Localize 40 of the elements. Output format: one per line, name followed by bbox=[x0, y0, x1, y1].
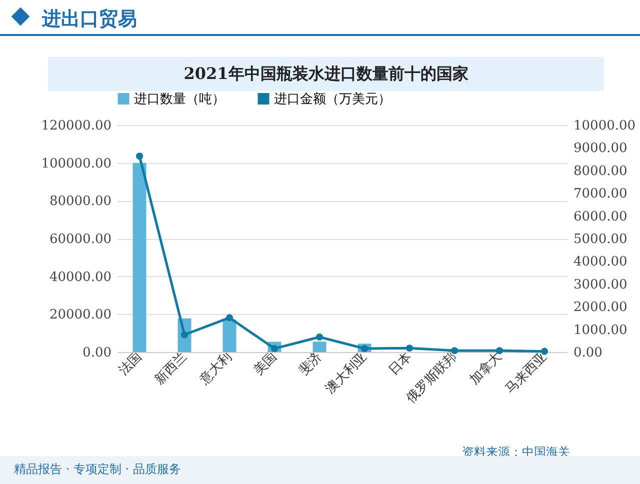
chart-title: 2021年中国瓶装水进口数量前十的国家 bbox=[48, 57, 604, 91]
x-tick-label: 美国 bbox=[250, 348, 280, 379]
point bbox=[406, 344, 414, 352]
y-tick-label: 0.00 bbox=[82, 346, 112, 360]
point bbox=[226, 314, 234, 322]
y2-tick-label: 9000.00 bbox=[574, 141, 628, 156]
y2-tick-label: 2000.00 bbox=[574, 300, 628, 316]
point bbox=[316, 333, 324, 341]
text: 进出口贸易 bbox=[42, 7, 137, 32]
bar bbox=[312, 342, 326, 352]
y-tick-label: 120000.00 bbox=[41, 118, 112, 134]
y2-tick-label: 10000.00 bbox=[574, 118, 636, 134]
x-tick-label: 加拿大 bbox=[466, 350, 506, 388]
y2-tick-label: 1000.00 bbox=[574, 322, 628, 338]
x-tick-label: 马来西亚 bbox=[502, 350, 550, 397]
y-tick-label: 20000.00 bbox=[49, 308, 112, 323]
x-tick-label: 斐济 bbox=[296, 350, 326, 379]
legend-label: 进口数量（吨） bbox=[134, 92, 225, 107]
y2-tick-label: 3000.00 bbox=[574, 277, 628, 292]
bar bbox=[222, 319, 236, 352]
y2-tick-label: 0.00 bbox=[574, 346, 602, 360]
y2-tick-label: 7000.00 bbox=[574, 186, 628, 202]
x-tick-label: 意大利 bbox=[196, 350, 236, 388]
y-tick-label: 60000.00 bbox=[49, 232, 112, 247]
y2-tick-label: 4000.00 bbox=[574, 254, 628, 270]
y2-tick-label: 6000.00 bbox=[574, 209, 628, 224]
bar bbox=[132, 162, 146, 352]
legend-label: 进口金额（万美元） bbox=[274, 90, 391, 107]
y-tick-label: 100000.00 bbox=[41, 156, 112, 172]
point bbox=[180, 331, 188, 338]
y2-tick-label: 5000.00 bbox=[574, 232, 628, 247]
x-tick-label: 日本 bbox=[386, 350, 416, 379]
x-tick-label: 澳大利亚 bbox=[322, 350, 370, 397]
y-tick-label: 80000.00 bbox=[49, 194, 112, 210]
x-tick-label: 新西兰 bbox=[152, 350, 190, 388]
text: 精品报告 · 专项定制 · 品质服务 bbox=[14, 461, 181, 478]
y-tick-label: 40000.00 bbox=[49, 270, 112, 285]
point bbox=[136, 152, 144, 160]
x-tick-label: 法国 bbox=[116, 350, 146, 379]
y2-tick-label: 8000.00 bbox=[574, 164, 628, 179]
